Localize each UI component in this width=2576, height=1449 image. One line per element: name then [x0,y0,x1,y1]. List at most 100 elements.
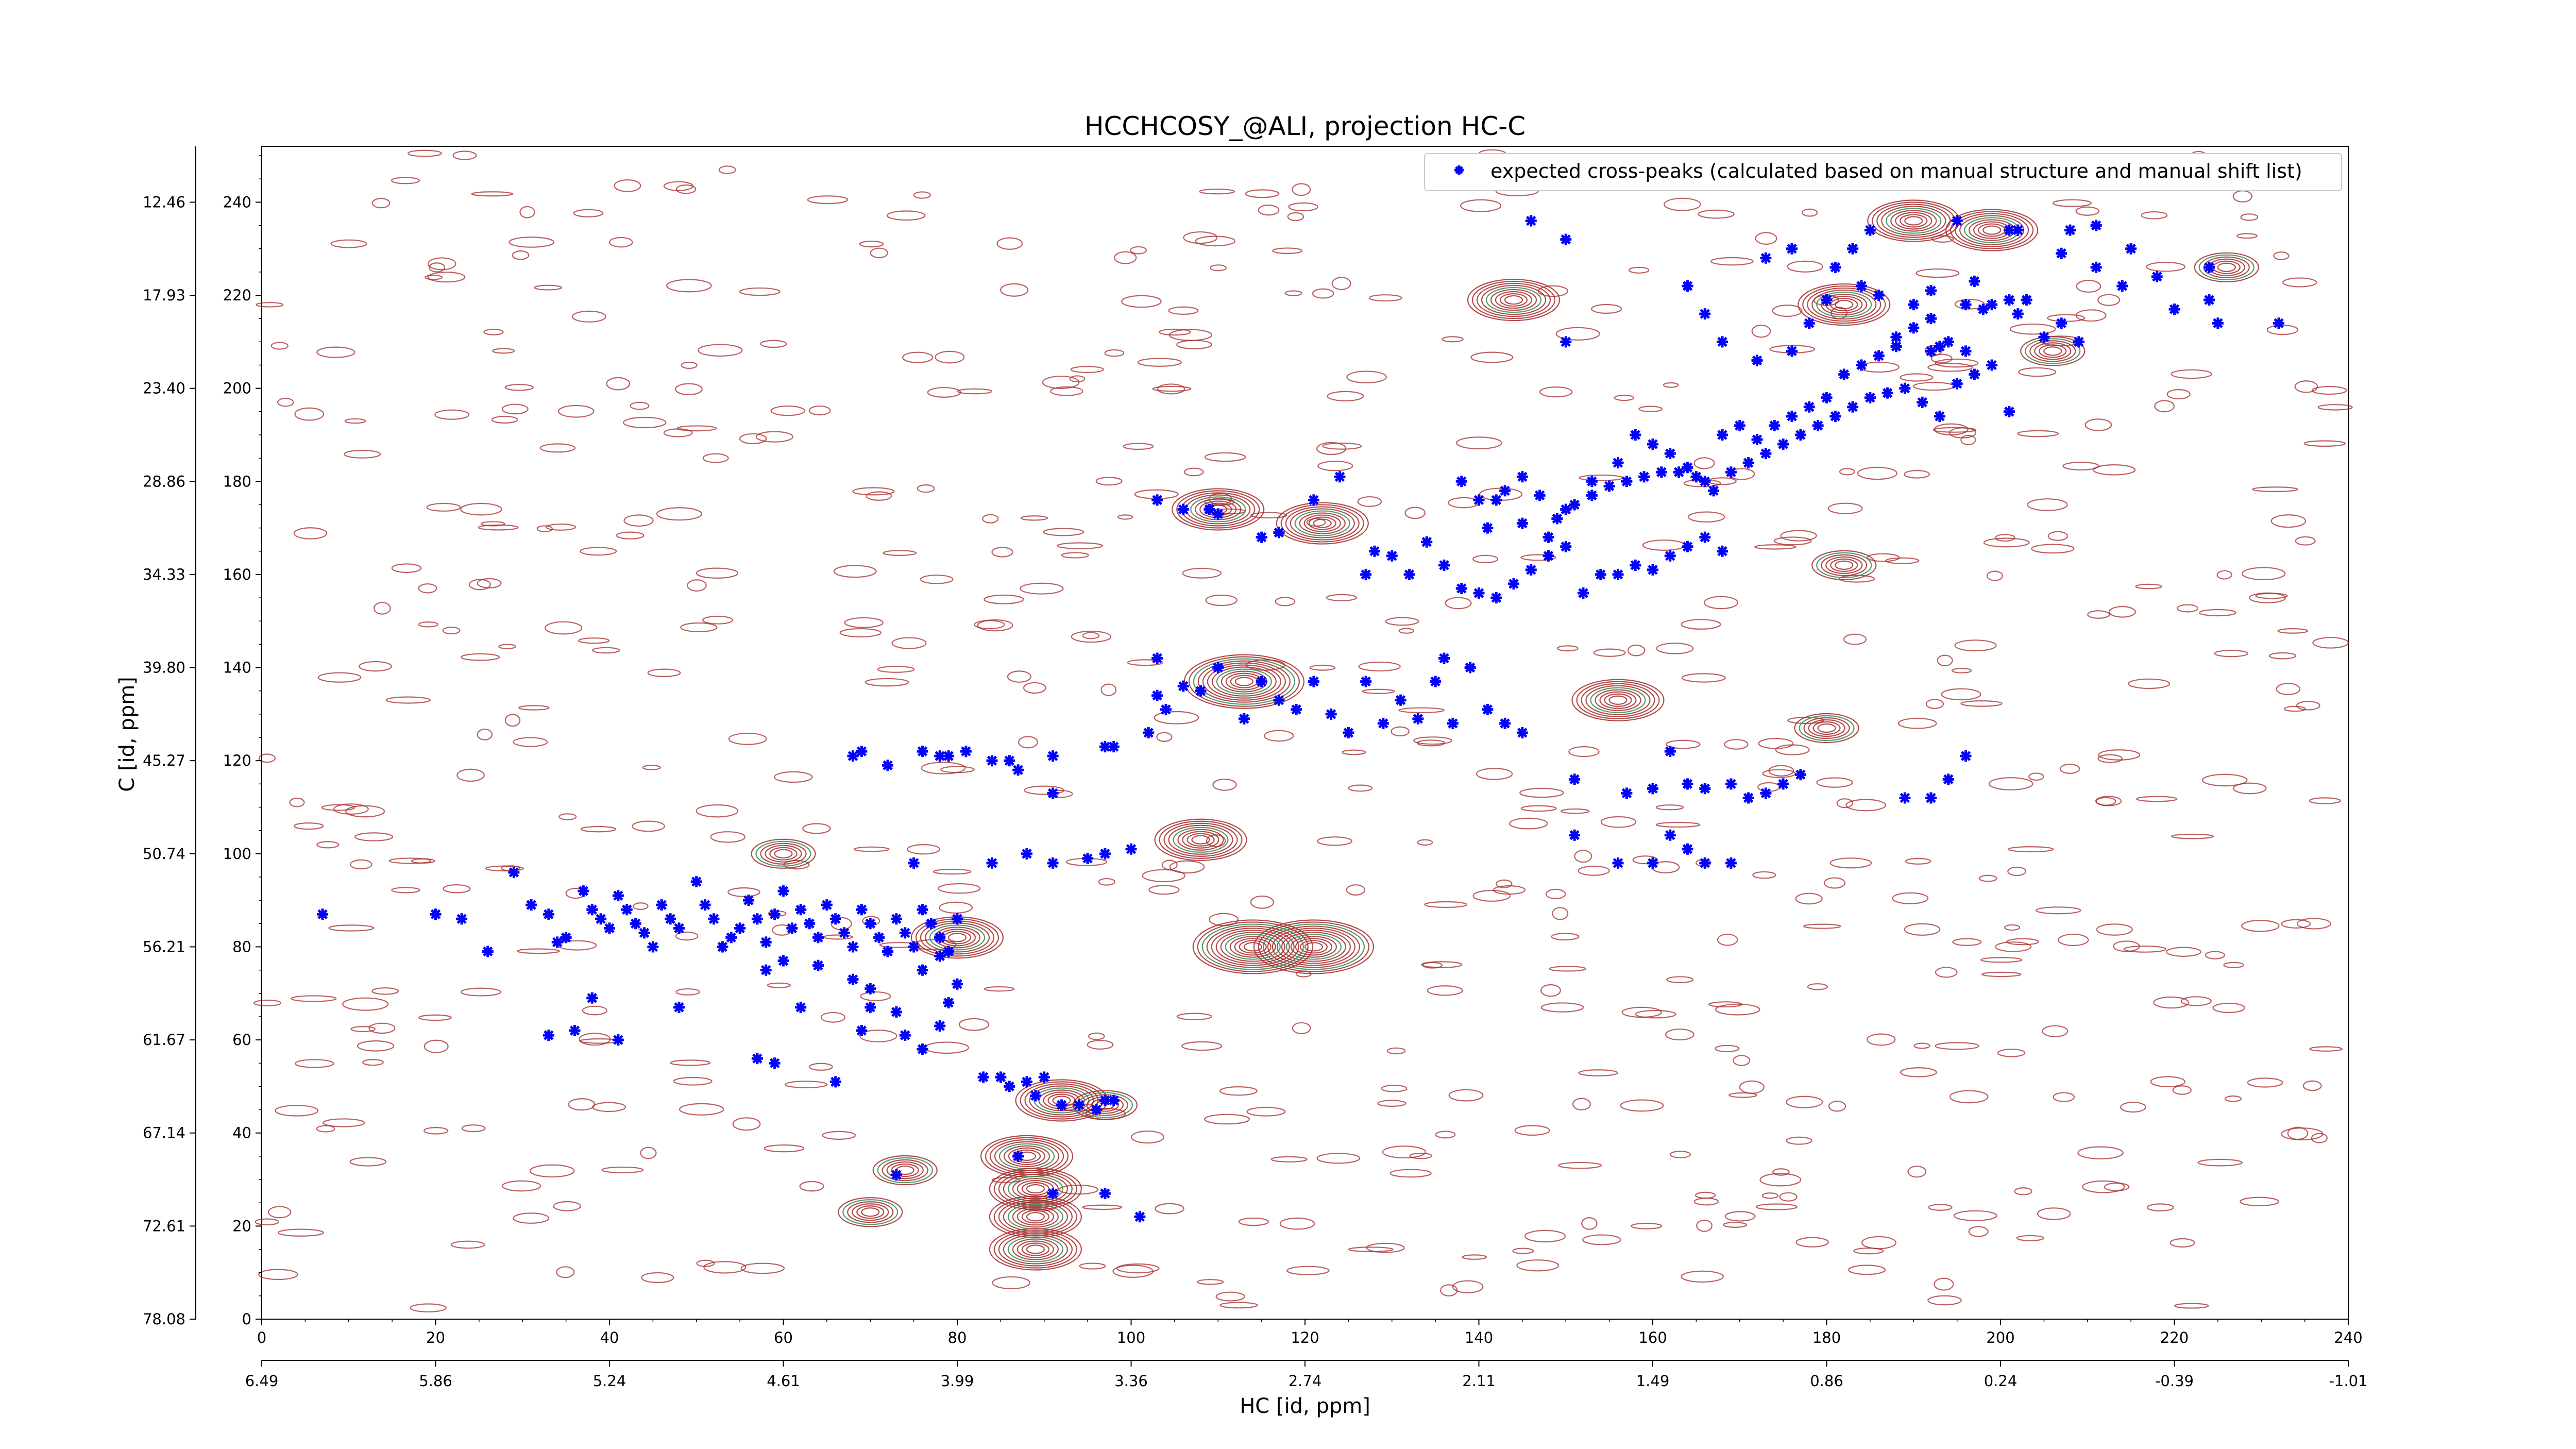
cross-peak-point [1516,517,1528,529]
noise-contour [680,622,718,633]
noise-contour [388,857,432,864]
noise-contour [1900,373,1934,382]
cross-peak-point [829,913,841,925]
noise-contour [316,346,355,358]
cross-peak-point [1569,773,1581,785]
noise-contour [2240,213,2259,221]
noise-contour [1551,933,1580,941]
peak-contour [1012,1238,1059,1260]
noise-contour [1867,553,1900,562]
noise-contour [1057,542,1104,549]
noise-contour [1807,983,1828,990]
noise-contour [1941,688,1981,701]
noise-contour [883,550,917,556]
noise-contour [461,653,500,661]
noise-contour [1829,857,1872,869]
noise-contour [608,237,633,248]
noise-contour [1284,290,1302,296]
cross-peak-point [1630,559,1641,571]
cross-peak-point [917,964,928,976]
noise-contour [1904,470,1930,479]
cross-peak-point [1847,243,1859,255]
y-index-tick-label: 160 [223,566,251,583]
peak-contour [1197,921,1309,972]
cross-peak-point [1021,1076,1032,1088]
x-index-tick-label: 80 [948,1329,967,1346]
peak-contour [998,1172,1073,1206]
noise-contour [1452,1280,1484,1293]
noise-contour [2084,418,2112,431]
peak-contour [1571,679,1665,721]
peak-contour [774,849,793,858]
noise-contour [702,453,729,463]
cross-peak-point [917,1043,928,1055]
noise-contour [1398,628,1415,634]
noise-contour [1733,1055,1751,1066]
noise-contour [1357,496,1382,507]
cross-peak-point [1699,308,1711,320]
noise-contour [498,644,516,649]
cross-peak-point [1560,541,1572,552]
noise-contour [2077,1146,2124,1159]
noise-contour [1398,707,1445,714]
noise-contour [2309,1046,2343,1052]
noise-contour [518,705,550,711]
cross-peak-point [1647,564,1658,576]
noise-contour [427,272,466,283]
peak-contour [1026,1184,1045,1194]
y-ppm-tick-label: 12.46 [143,193,185,211]
noise-contour [2104,1182,2130,1191]
cross-peak-point [1751,434,1763,445]
peak-contour [1290,508,1355,538]
cross-peak-point [1151,689,1163,701]
noise-contour [1331,277,1351,290]
cross-peak-point [1569,829,1581,841]
noise-contour [1614,394,1634,401]
noise-contour [1772,305,1803,317]
noise-contour [1137,358,1182,367]
cross-peak-point [1238,713,1250,724]
noise-contour [1071,630,1112,643]
cross-peak-point [1490,592,1502,604]
noise-contour [1389,1169,1432,1178]
noise-contour [481,521,505,527]
cross-peak-point [1543,550,1554,562]
noise-contour [434,409,470,420]
noise-contour [2075,206,2099,216]
noise-contour [673,1076,713,1086]
cross-peak-point [1664,746,1676,757]
cross-peak-point [1438,559,1450,571]
noise-contour [534,284,562,291]
cross-peak-point [560,932,572,943]
cross-peak-point [1308,494,1319,506]
noise-contour [1362,688,1395,694]
noise-contour [1656,643,1694,654]
noise-contour [2252,486,2298,492]
noise-contour [1751,325,1771,338]
cross-peak-point [1969,275,1980,287]
peak-contour [1012,1178,1059,1200]
cross-peak-point [1890,341,1902,352]
noise-contour [1581,1217,1598,1230]
noise-contour [844,617,884,628]
noise-contour [2037,1207,2071,1220]
noise-contour [504,714,521,727]
noise-contour [519,206,535,218]
peak-contour [1188,656,1300,707]
noise-contour [1456,436,1502,450]
cross-peak-point [856,904,868,916]
noise-contour [316,1125,335,1133]
noise-contour [1628,266,1650,274]
x-ppm-tick-label: 0.24 [1984,1372,2018,1390]
noise-contour [2014,1187,2032,1195]
noise-contour [1368,294,1402,302]
cross-peak-point [1717,336,1728,348]
cross-peak-point [1682,778,1693,790]
cross-peak-point [1360,568,1372,580]
peak-contour [1007,1236,1063,1262]
cross-peak-point [1151,652,1163,664]
cross-peak-point [1073,1099,1085,1111]
cross-peak-point [934,1020,946,1032]
cross-peak-point [2090,261,2102,273]
noise-contour [275,1105,319,1117]
